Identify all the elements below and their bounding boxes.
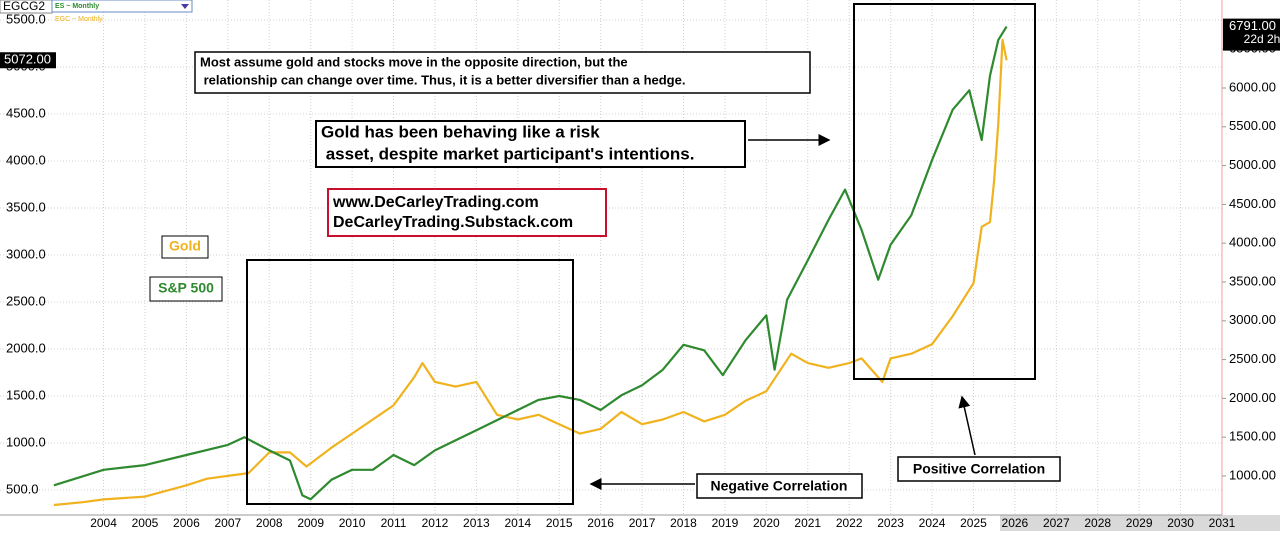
y-tick-label: 3000.0 bbox=[6, 246, 46, 261]
y-tick-label: 1500.0 bbox=[6, 387, 46, 402]
dropdown-item: EGC ~ Monthly bbox=[55, 16, 103, 23]
price-badge-label: 6791.00 bbox=[1229, 18, 1276, 33]
note-box bbox=[897, 456, 1061, 482]
y2-tick-label: 5500.00 bbox=[1229, 118, 1276, 133]
note-line: Gold has been behaving like a risk bbox=[321, 122, 600, 141]
y2-tick-label: 3000.00 bbox=[1229, 312, 1276, 327]
y-tick-label: 5500.0 bbox=[6, 11, 46, 26]
x-tick-label: 2017 bbox=[629, 516, 656, 530]
note-line: Most assume gold and stocks move in the … bbox=[200, 54, 628, 69]
dropdown[interactable] bbox=[51, 0, 193, 13]
x-tick-label: 2026 bbox=[1002, 516, 1029, 530]
x-tick-label: 2027 bbox=[1043, 516, 1070, 530]
y2-tick-label: 2000.00 bbox=[1229, 390, 1276, 405]
legend-box bbox=[149, 276, 223, 302]
price-line bbox=[53, 38, 1008, 507]
x-tick-label: 2024 bbox=[919, 516, 946, 530]
y-tick-label: 1000.0 bbox=[6, 434, 46, 449]
x-tick-label: 2018 bbox=[670, 516, 697, 530]
y-tick-label: 500.0 bbox=[6, 481, 39, 496]
plot bbox=[53, 26, 1008, 507]
y2-tick-label: 2500.00 bbox=[1229, 351, 1276, 366]
x-tick-label: 2004 bbox=[90, 516, 117, 530]
negative-label: Negative Correlation bbox=[711, 478, 848, 494]
y2-tick-label: 1500.00 bbox=[1229, 429, 1276, 444]
note-box bbox=[696, 473, 863, 499]
arrow bbox=[958, 395, 976, 456]
x-tick-label: 2008 bbox=[256, 516, 283, 530]
x-tick-label: 2011 bbox=[381, 516, 407, 530]
url: www.DeCarleyTrading.com bbox=[332, 194, 539, 211]
x-tick-label: 2005 bbox=[132, 516, 159, 530]
y2-tick-label: 3500.00 bbox=[1229, 273, 1276, 288]
note-box bbox=[194, 51, 811, 94]
countdown: 22d 2h bbox=[1244, 32, 1280, 46]
x-tick-label: 2028 bbox=[1084, 516, 1111, 530]
y-tick-label: 4000.0 bbox=[6, 152, 46, 167]
y2-tick-label: 6000.00 bbox=[1229, 79, 1276, 94]
url: DeCarleyTrading.Substack.com bbox=[333, 214, 573, 231]
legend-entry: Gold bbox=[169, 238, 201, 254]
x-tick-label: 2015 bbox=[546, 516, 573, 530]
negative-box bbox=[246, 259, 574, 505]
x-tick-label: 2031 bbox=[1209, 516, 1236, 530]
positive-box bbox=[853, 3, 1036, 380]
x-tick-label: 2006 bbox=[173, 516, 200, 530]
y2-tick-label: 1000.00 bbox=[1229, 467, 1276, 482]
x-axis-area bbox=[0, 515, 1280, 531]
future-area bbox=[1000, 515, 1280, 531]
y-tick-label: 4500.0 bbox=[6, 105, 46, 120]
x-tick-label: 2020 bbox=[753, 516, 780, 530]
x-tick-label: 2022 bbox=[836, 516, 863, 530]
y-tick-label: 2500.0 bbox=[6, 293, 46, 308]
note-box bbox=[315, 120, 746, 168]
x-tick-label: 2029 bbox=[1126, 516, 1153, 530]
symbol: EGCG2 bbox=[3, 0, 45, 13]
price-badge-label: 5072.00 bbox=[4, 52, 51, 67]
x-tick-label: 2019 bbox=[712, 516, 739, 530]
y-tick-label: 2000.0 bbox=[6, 340, 46, 355]
positive-label: Positive Correlation bbox=[913, 461, 1045, 477]
x-tick-label: 2010 bbox=[339, 516, 366, 530]
y2-tick-label: 5000.00 bbox=[1229, 157, 1276, 172]
dropdown-item[interactable]: ES ~ Monthly bbox=[55, 3, 99, 10]
x-tick-label: 2009 bbox=[297, 516, 324, 530]
x-tick-label: 2012 bbox=[422, 516, 449, 530]
url-box bbox=[327, 188, 607, 237]
note-line: relationship can change over time. Thus,… bbox=[200, 72, 685, 87]
x-tick-label: 2025 bbox=[960, 516, 987, 530]
x-tick-label: 2030 bbox=[1167, 516, 1194, 530]
legend-entry: S&P 500 bbox=[158, 280, 214, 296]
x-tick-label: 2021 bbox=[794, 516, 821, 530]
x-tick-label: 2007 bbox=[214, 516, 241, 530]
y2-tick-label: 4500.00 bbox=[1229, 196, 1276, 211]
right-axis-area bbox=[1222, 0, 1280, 531]
y2-tick-label: 4000.00 bbox=[1229, 235, 1276, 250]
note-line: asset, despite market participant's inte… bbox=[321, 144, 694, 163]
price-badge bbox=[0, 52, 56, 69]
x-tick-label: 2016 bbox=[587, 516, 614, 530]
price-badge bbox=[1223, 18, 1280, 51]
x-tick-label: 2013 bbox=[463, 516, 490, 530]
x-tick-label: 2023 bbox=[877, 516, 904, 530]
dropdown-arrow[interactable] bbox=[181, 4, 189, 9]
y-tick-label: 3500.0 bbox=[6, 199, 46, 214]
price-line bbox=[53, 26, 1008, 501]
legend-box bbox=[161, 235, 209, 259]
x-tick-label: 2014 bbox=[504, 516, 531, 530]
